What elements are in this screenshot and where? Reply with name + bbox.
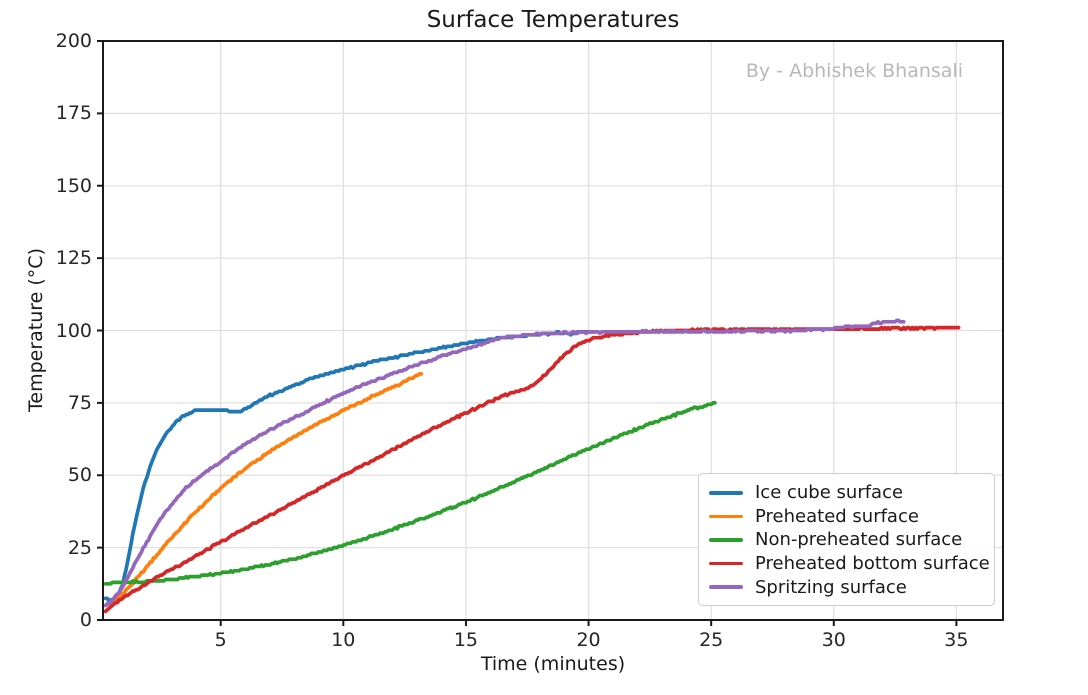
x-tick-label: 35 bbox=[944, 629, 969, 651]
legend-line-swatch bbox=[709, 538, 743, 542]
legend-item-label: Non-preheated surface bbox=[755, 529, 963, 551]
y-tick-label: 175 bbox=[55, 102, 92, 125]
x-tick-label: 5 bbox=[214, 629, 227, 651]
y-tick-label: 75 bbox=[67, 391, 92, 414]
legend-item-label: Preheated bottom surface bbox=[755, 553, 990, 575]
legend-item-ice-cube-surface: Ice cube surface bbox=[709, 481, 984, 505]
legend: Ice cube surface Preheated surface Non-p… bbox=[698, 473, 995, 606]
legend-item-label: Preheated surface bbox=[755, 505, 919, 527]
x-tick-label: 30 bbox=[821, 629, 846, 651]
chart-title: Surface Temperatures bbox=[426, 7, 680, 33]
legend-line-swatch bbox=[709, 585, 743, 589]
legend-line-swatch bbox=[709, 514, 743, 519]
y-tick-label: 50 bbox=[67, 464, 92, 487]
y-tick-label: 150 bbox=[55, 174, 92, 197]
y-tick-label: 25 bbox=[67, 536, 92, 559]
x-tick-label: 25 bbox=[699, 629, 724, 651]
watermark-text: By - Abhishek Bhansali bbox=[745, 60, 963, 82]
legend-item-spritzing-surface: Spritzing surface bbox=[709, 575, 984, 599]
x-tick-label: 15 bbox=[453, 629, 479, 651]
series-line-spritzing-surface bbox=[103, 318, 906, 608]
legend-item-non-preheated-surface: Non-preheated surface bbox=[709, 528, 984, 552]
y-tick-label: 200 bbox=[55, 30, 92, 52]
series-line-non-preheated-surface bbox=[103, 401, 717, 586]
y-axis-label: Temperature (°C) bbox=[25, 248, 47, 412]
legend-line-swatch bbox=[709, 561, 743, 566]
series-line-preheated-surface bbox=[103, 372, 424, 608]
x-axis-label: Time (minutes) bbox=[480, 653, 626, 675]
legend-line-swatch bbox=[709, 491, 743, 495]
y-tick-label: 100 bbox=[55, 319, 92, 342]
y-tick-label: 0 bbox=[79, 609, 92, 631]
legend-item-preheated-bottom-surface: Preheated bottom surface bbox=[709, 552, 990, 576]
legend-item-label: Ice cube surface bbox=[755, 482, 904, 504]
x-tick-label: 10 bbox=[331, 629, 356, 651]
legend-item-preheated-surface: Preheated surface bbox=[709, 505, 984, 529]
series-line-ice-cube-surface bbox=[103, 330, 597, 604]
x-tick-label: 20 bbox=[576, 629, 601, 651]
legend-item-label: Spritzing surface bbox=[755, 576, 907, 598]
y-tick-label: 125 bbox=[55, 247, 92, 270]
